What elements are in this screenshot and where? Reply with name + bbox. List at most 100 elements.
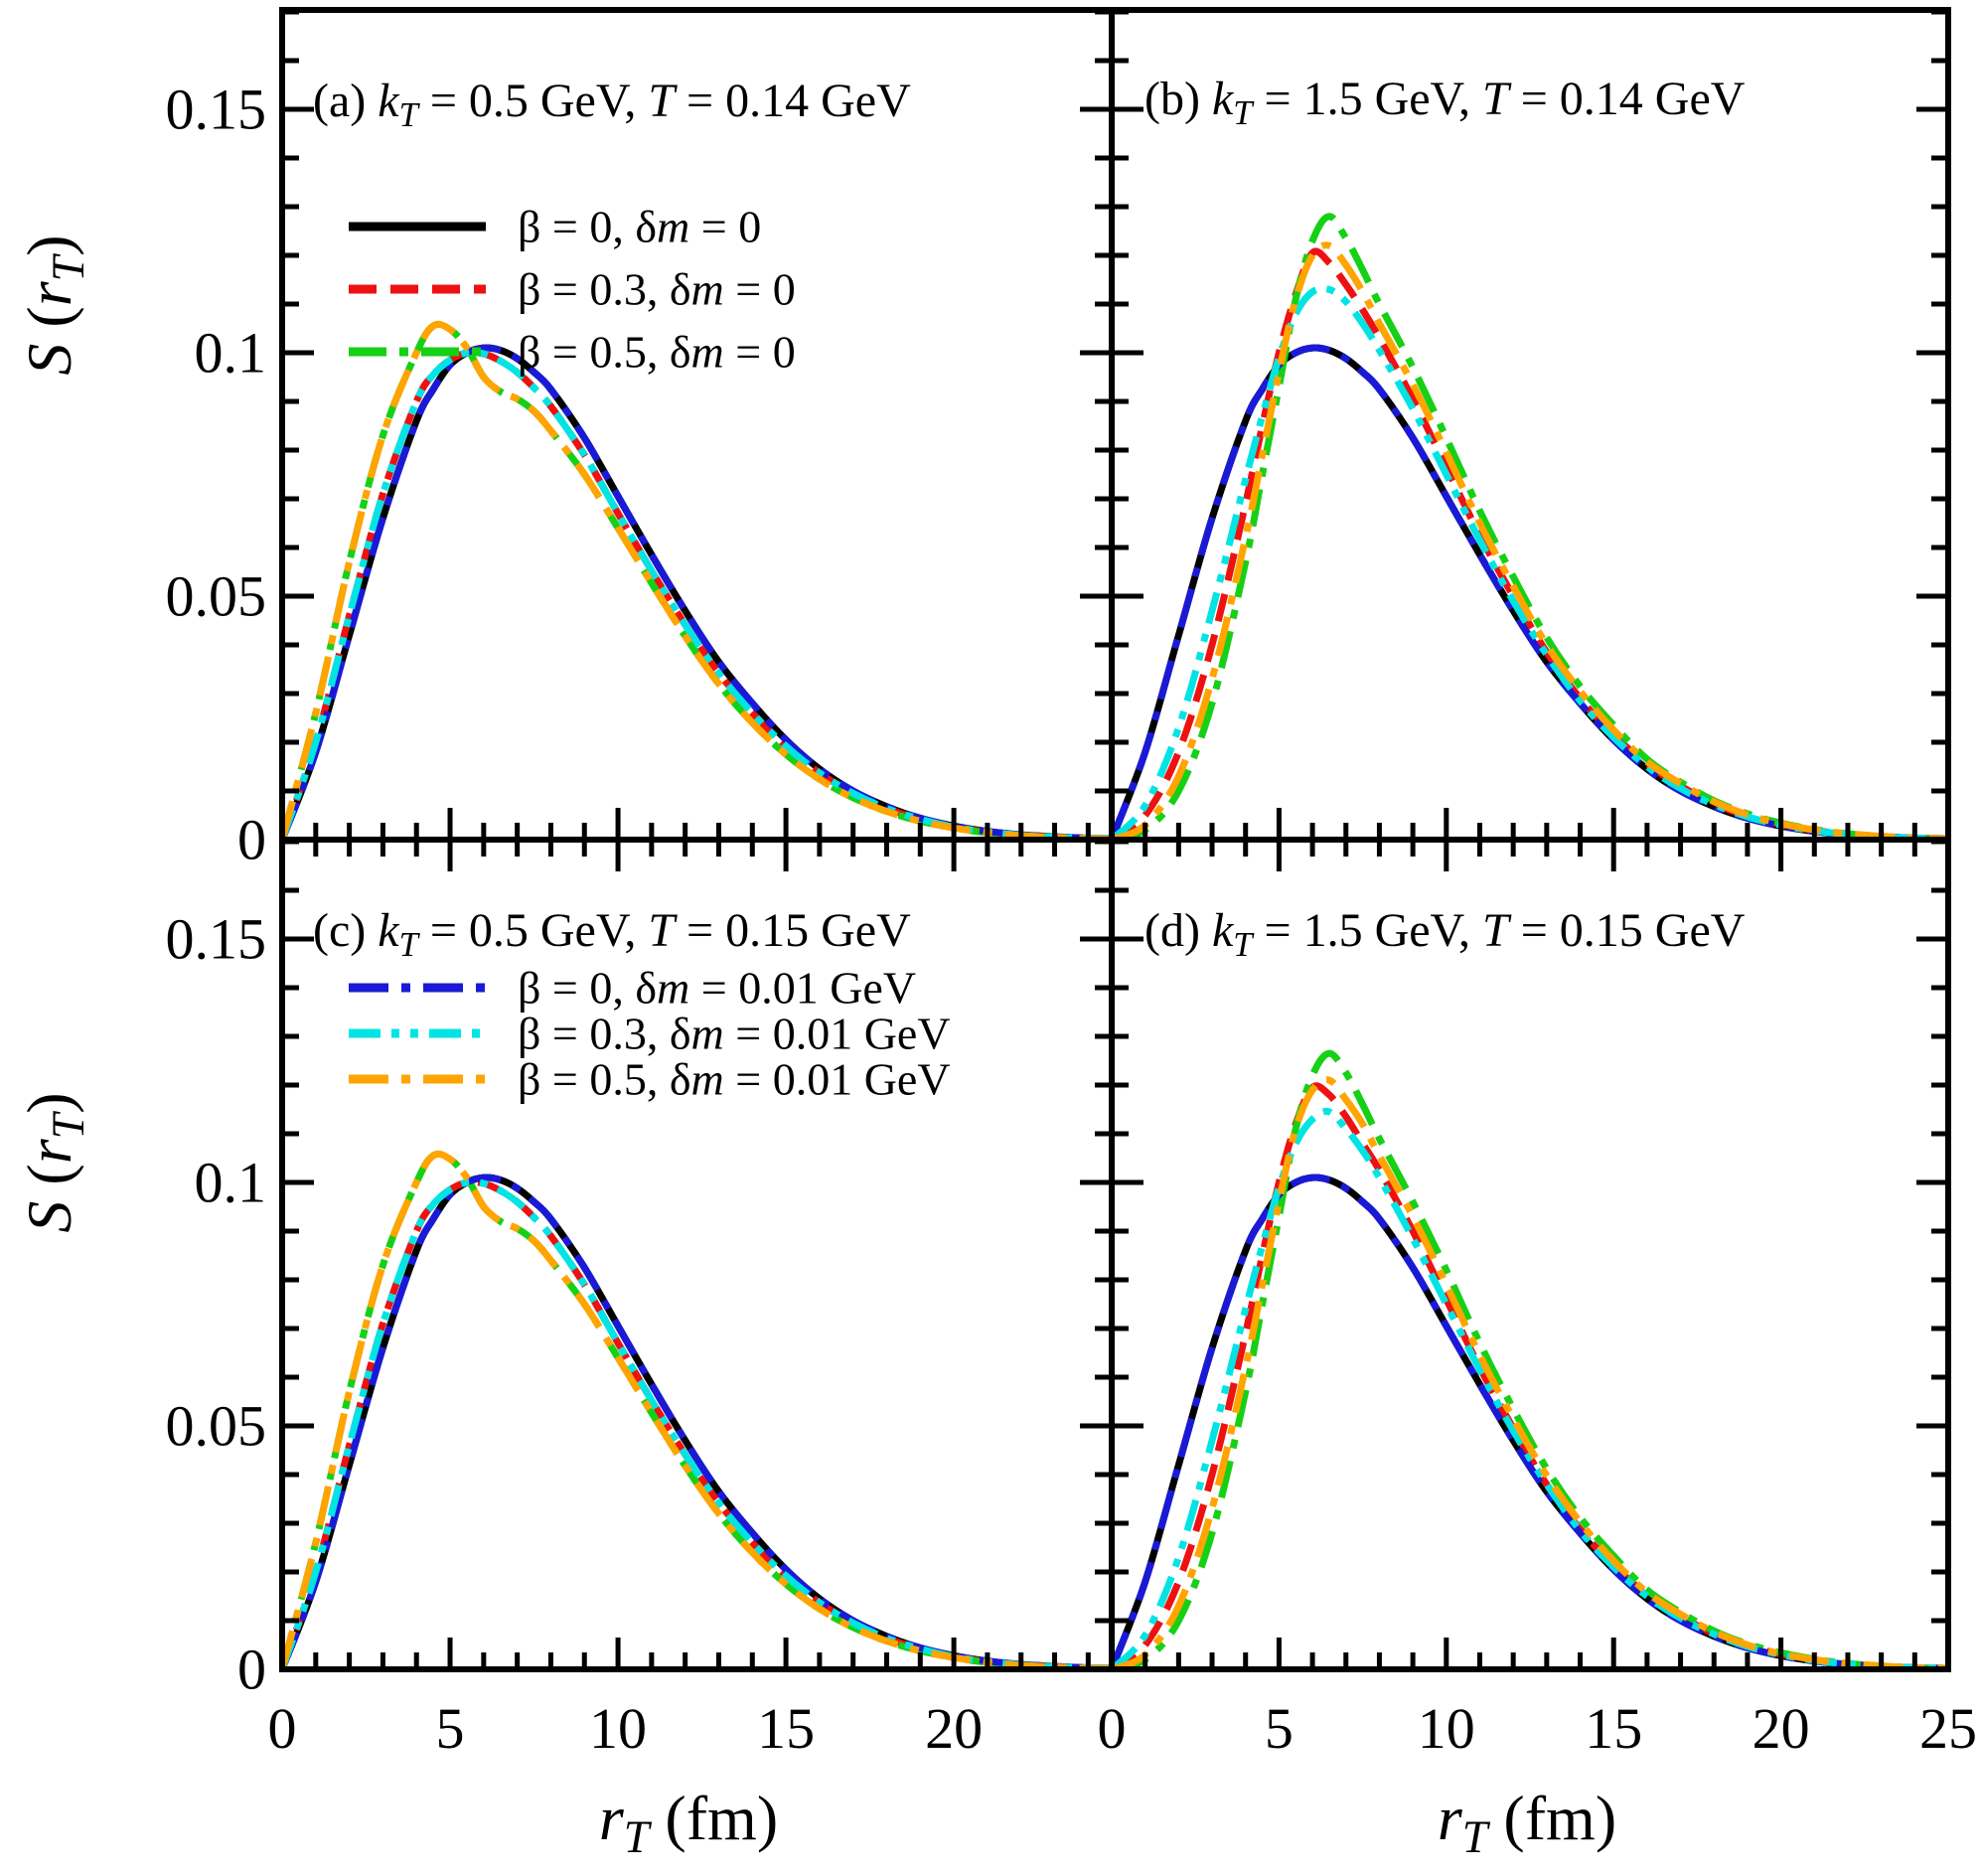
y-axis-title-bottom: S (rT) [13,1092,94,1232]
curve-c-beta0_dm001 [282,1173,1112,1669]
x-tick-label: 10 [1417,1696,1475,1761]
label-segment: = 1.5 GeV, [1252,904,1483,958]
label-segment: r [1437,1783,1462,1854]
label-segment: m [657,962,690,1014]
panel-title-d: (d) kT = 1.5 GeV, T = 0.15 GeV [1144,903,1745,965]
label-segment: = 0 [723,326,796,378]
x-tick-label: 0 [267,1696,297,1761]
curve-c-beta03_dm0 [282,1177,1112,1669]
label-segment: β = 0.5, δ [518,1053,691,1105]
label-segment: = 0.15 GeV [675,904,911,958]
x-tick-label: 20 [1752,1696,1810,1761]
y-tick-label: 0.05 [165,563,267,629]
panel-a-curves [282,320,1112,840]
x-axis-title-right: rT (fm) [1438,1782,1616,1863]
label-segment: β = 0.3, δ [518,1008,691,1059]
label-segment: k [1211,904,1234,958]
legend-item-beta05_dm0: β = 0.5, δm = 0 [518,326,796,379]
label-segment: T [42,255,93,282]
x-tick-label: 10 [589,1696,648,1761]
label-segment: T [1482,73,1509,126]
label-segment: = 1.5 GeV, [1252,73,1483,126]
label-segment: = 0 [689,201,762,252]
curve-d-beta03_dm0 [1112,1082,1948,1669]
y-axis-title-top: S (rT) [13,234,94,375]
legend-item-beta05_dm001: β = 0.5, δm = 0.01 GeV [518,1053,951,1106]
x-tick-label: 20 [925,1696,984,1761]
label-segment: r [14,281,85,307]
y-tick-label: 0 [237,807,266,872]
label-segment: T [1233,925,1253,964]
label-segment: ) [14,1092,85,1114]
curve-b-beta0_dm001 [1112,344,1948,840]
label-segment: = 0.01 GeV [723,1053,951,1105]
legend-item-beta03_dm0: β = 0.3, δm = 0 [518,263,796,316]
label-segment: β = 0.5, δ [518,326,691,378]
label-segment: T [1461,1810,1488,1862]
label-segment: = 0.01 GeV [689,962,917,1014]
label-segment: = 0.01 GeV [723,1008,951,1059]
x-tick-label: 15 [757,1696,816,1761]
label-segment: β = 0, δ [518,201,658,252]
y-tick-label: 0.15 [165,906,267,972]
label-segment: (b) [1144,73,1212,126]
legend-item-beta0_dm0: β = 0, δm = 0 [518,201,761,253]
y-tick-label: 0.05 [165,1393,267,1459]
x-tick-label: 0 [1097,1696,1127,1761]
label-segment: T [623,1810,650,1862]
label-segment: = 0.14 GeV [1508,73,1746,126]
panel-title-b: (b) kT = 1.5 GeV, T = 0.14 GeV [1144,72,1745,133]
label-segment: T [648,75,676,128]
label-segment: T [42,1113,93,1140]
x-axis-title-left: rT (fm) [599,1782,778,1863]
label-segment: = 0.14 GeV [675,75,911,128]
label-segment: r [598,1783,624,1854]
curve-c-beta05_dm0 [282,1150,1112,1669]
curve-d-beta05_dm001 [1112,1076,1948,1669]
curve-a-beta05_dm0 [282,320,1112,840]
label-segment: m [690,263,724,315]
panel-c-curves [282,1150,1112,1669]
legend-item-beta03_dm001: β = 0.3, δm = 0.01 GeV [518,1008,951,1060]
curve-a-beta05_dm001 [282,320,1112,840]
label-segment: = 0.15 GeV [1508,904,1746,958]
label-segment: (fm) [1487,1783,1617,1854]
x-tick-label: 15 [1585,1696,1643,1761]
label-segment: m [690,326,724,378]
x-tick-label: 5 [435,1696,465,1761]
y-tick-label: 0.1 [194,1150,267,1215]
label-segment: β = 0, δ [518,962,658,1014]
label-segment: (fm) [649,1783,779,1854]
label-segment: ( [14,1164,85,1201]
label-segment: k [1211,73,1234,126]
label-segment: T [648,904,676,958]
x-tick-label: 25 [1919,1696,1977,1761]
label-segment: T [1482,904,1509,958]
y-tick-label: 0.1 [194,320,267,386]
label-segment: S [14,343,85,376]
label-segment: m [690,1008,724,1059]
label-segment: S [14,1200,85,1233]
axis-ticks [279,9,1951,1672]
x-tick-label: 5 [1264,1696,1294,1761]
label-segment: m [690,1053,724,1105]
curve-a-beta03_dm001 [282,348,1112,840]
label-segment: k [378,75,399,128]
label-segment: ( [14,306,85,344]
curve-c-beta03_dm001 [282,1177,1112,1669]
curve-d-beta0_dm001 [1112,1173,1948,1669]
label-segment: = 0 [723,263,796,315]
label-segment: (d) [1144,904,1212,958]
label-segment: T [1233,93,1253,132]
label-segment: m [657,201,690,252]
label-segment: T [398,95,418,134]
panel-b-curves [1112,213,1948,840]
panel-d-curves [1112,1049,1948,1669]
panel-title-c: (c) kT = 0.5 GeV, T = 0.15 GeV [313,903,911,965]
panel-title-a: (a) kT = 0.5 GeV, T = 0.14 GeV [313,74,911,135]
curve-c-beta05_dm001 [282,1150,1112,1669]
label-segment: = 0.5 GeV, [417,904,649,958]
label-segment: ) [14,234,85,256]
label-segment: T [398,925,418,964]
